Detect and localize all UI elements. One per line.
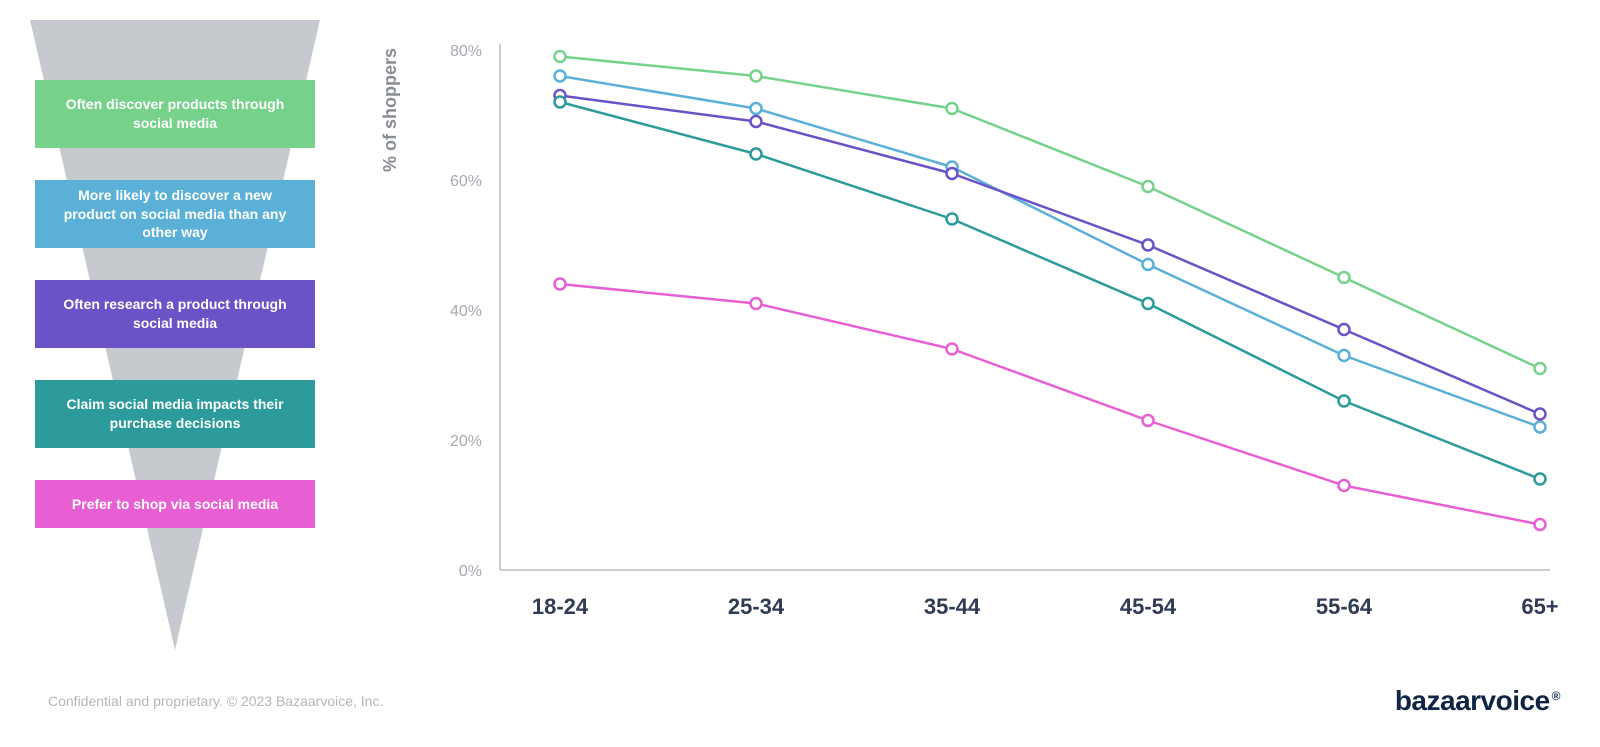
y-tick-label: 0%	[459, 563, 482, 580]
series-marker	[1339, 324, 1350, 335]
series-marker	[1339, 396, 1350, 407]
series-marker	[555, 51, 566, 62]
legend-stack: Often discover products through social m…	[20, 80, 330, 528]
series-line-2	[560, 96, 1540, 415]
legend-item-label: Prefer to shop via social media	[72, 495, 278, 514]
series-marker	[751, 298, 762, 309]
series-marker	[1143, 240, 1154, 251]
legend-item-2: Often research a product through social …	[35, 280, 315, 348]
legend-item-0: Often discover products through social m…	[35, 80, 315, 148]
legend-item-3: Claim social media impacts their purchas…	[35, 380, 315, 448]
series-marker	[947, 214, 958, 225]
series-line-0	[560, 57, 1540, 369]
chart-area: 0% 20% 40% 60% 80% 18-24 25-34 35-44 45-54 55-64 6…	[370, 20, 1580, 660]
y-tick-label: 80%	[450, 43, 482, 60]
legend-item-label: Often discover products through social m…	[59, 95, 291, 133]
x-category-label: 65+	[1521, 594, 1558, 619]
series-marker	[1143, 259, 1154, 270]
series-marker	[751, 149, 762, 160]
footer-disclaimer: Confidential and proprietary. © 2023 Baz…	[48, 693, 383, 709]
series-line-1	[560, 76, 1540, 427]
series-marker	[555, 71, 566, 82]
x-category-label: 35-44	[924, 594, 981, 619]
y-tick-label: 40%	[450, 303, 482, 320]
y-tick-label: 20%	[450, 433, 482, 450]
line-chart: 0% 20% 40% 60% 80% 18-24 25-34 35-44 45-54 55-64 6…	[370, 20, 1580, 660]
series-marker	[1535, 422, 1546, 433]
series-marker	[1143, 181, 1154, 192]
series-marker	[555, 97, 566, 108]
series-marker	[1339, 350, 1350, 361]
root: Often discover products through social m…	[0, 0, 1600, 747]
series-marker	[1339, 272, 1350, 283]
series-marker	[1535, 363, 1546, 374]
series-marker	[555, 279, 566, 290]
legend-item-1: More likely to discover a new product on…	[35, 180, 315, 248]
series-marker	[1535, 474, 1546, 485]
series-marker	[751, 116, 762, 127]
x-category-label: 55-64	[1316, 594, 1373, 619]
series-marker	[751, 103, 762, 114]
x-category-label: 18-24	[532, 594, 589, 619]
legend-item-4: Prefer to shop via social media	[35, 480, 315, 528]
series-marker	[1339, 480, 1350, 491]
legend-item-label: Often research a product through social …	[59, 295, 291, 333]
x-category-label: 45-54	[1120, 594, 1177, 619]
series-marker	[947, 168, 958, 179]
brand-text: bazaarvoice	[1395, 685, 1550, 716]
legend-item-label: More likely to discover a new product on…	[59, 186, 291, 243]
series-marker	[1535, 519, 1546, 530]
x-category-label: 25-34	[728, 594, 785, 619]
legend-item-label: Claim social media impacts their purchas…	[59, 395, 291, 433]
series-marker	[1143, 298, 1154, 309]
series-line-4	[560, 284, 1540, 525]
funnel-legend-area: Often discover products through social m…	[20, 20, 330, 650]
series-marker	[947, 103, 958, 114]
series-marker	[751, 71, 762, 82]
series-line-3	[560, 102, 1540, 479]
series-marker	[947, 344, 958, 355]
y-tick-label: 60%	[450, 173, 482, 190]
series-marker	[1143, 415, 1154, 426]
brand-logo: bazaarvoice®	[1395, 685, 1560, 717]
brand-registered: ®	[1552, 689, 1560, 703]
series-marker	[1535, 409, 1546, 420]
